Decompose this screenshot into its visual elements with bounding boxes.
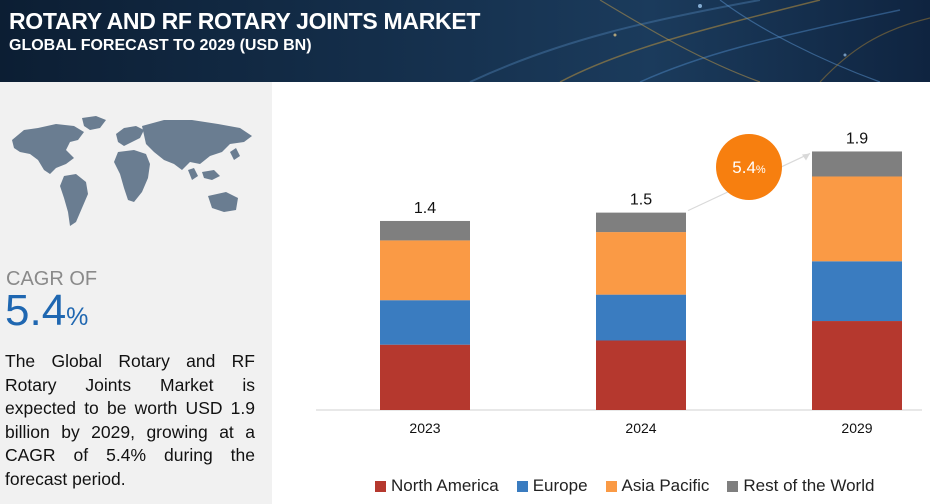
market-description: The Global Rotary and RF Rotary Joints M… [5, 351, 255, 489]
growth-arrow-head [802, 153, 810, 161]
cagr-label: CAGR OF [6, 268, 98, 290]
world-map-icon [12, 116, 252, 226]
bar-2023-europe [380, 300, 470, 345]
bar-2024-asia-pacific [596, 232, 686, 295]
total-label-2029: 1.9 [846, 130, 868, 147]
legend-swatch-rest-of-the-world [727, 480, 739, 492]
cagr-badge-percent: % [756, 164, 766, 176]
bar-2029-asia-pacific [812, 176, 902, 262]
bar-2024-north-america [596, 340, 686, 410]
bar-2029-north-america [812, 321, 902, 410]
cagr-value: 5.4% [5, 286, 88, 336]
legend-item-europe: Europe [516, 476, 588, 496]
legend-item-rest-of-the-world: Rest of the World [727, 476, 874, 496]
x-tick-label-2024: 2024 [625, 420, 656, 436]
bar-2023-north-america [380, 344, 470, 410]
x-tick-label-2029: 2029 [841, 420, 872, 436]
cagr-number: 5.4 [5, 286, 67, 335]
bar-2023-rest-of-the-world [380, 220, 470, 241]
legend-item-north-america: North America [375, 476, 499, 496]
summary-panel: CAGR OF 5.4% The Global Rotary and RF Ro… [0, 82, 272, 504]
total-label-2023: 1.4 [414, 200, 436, 217]
cagr-percent-sign: % [66, 303, 89, 331]
legend-label-asia-pacific: Asia Pacific [621, 476, 710, 495]
header-banner: ROTARY AND RF ROTARY JOINTS MARKET GLOBA… [0, 0, 930, 82]
legend-label-europe: Europe [532, 476, 588, 495]
bar-2023-asia-pacific [380, 240, 470, 301]
legend-label-north-america: North America [391, 476, 499, 495]
legend-swatch-europe [516, 480, 528, 492]
legend-label-rest-of-the-world: Rest of the World [743, 476, 875, 495]
legend-swatch-asia-pacific [605, 480, 617, 492]
page-title: ROTARY AND RF ROTARY JOINTS MARKET [9, 8, 481, 34]
bar-2024-europe [596, 294, 686, 341]
bar-2024-rest-of-the-world [596, 212, 686, 233]
total-label-2024: 1.5 [630, 192, 652, 209]
page-subtitle: GLOBAL FORECAST TO 2029 (USD BN) [9, 37, 312, 54]
header-background-graphic [469, 0, 930, 82]
chart-legend: North America Europe Asia Pacific Rest of t… [375, 476, 925, 496]
x-tick-label-2023: 2023 [409, 420, 440, 436]
legend-swatch-north-america [375, 480, 386, 492]
bar-2029-rest-of-the-world [812, 151, 902, 177]
legend-item-asia-pacific: Asia Pacific [605, 476, 710, 496]
cagr-badge [716, 134, 782, 200]
bar-2029-europe [812, 261, 902, 322]
